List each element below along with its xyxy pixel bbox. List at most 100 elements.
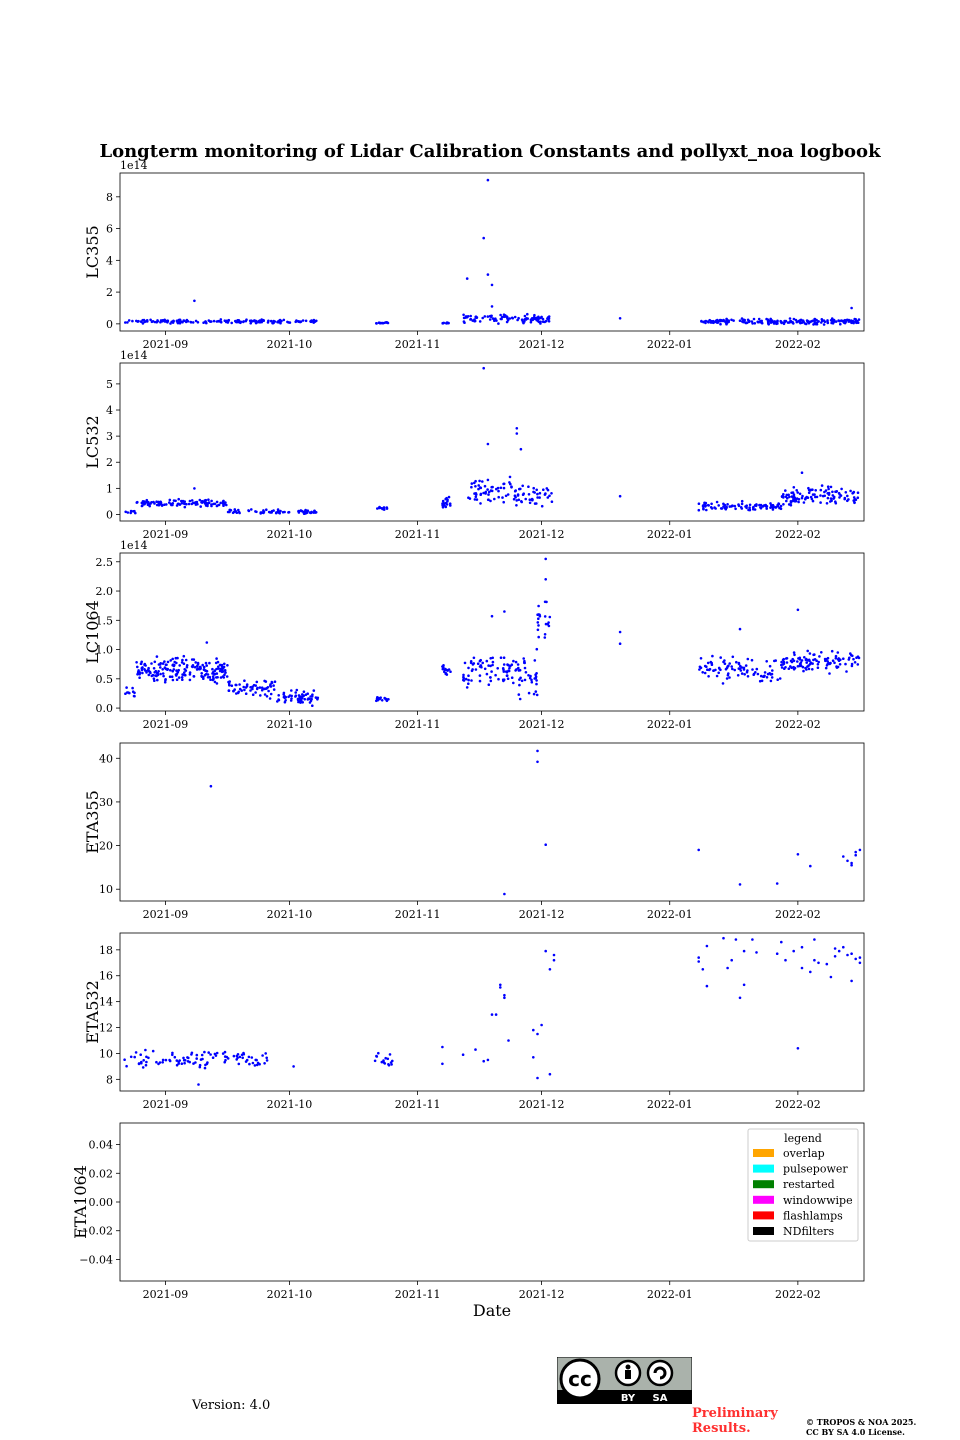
lc532-data-point	[745, 506, 748, 510]
lc355-data-point	[752, 317, 756, 321]
lc532-data-point	[157, 500, 160, 504]
lc355-data-point	[156, 320, 159, 323]
lc532-data-point	[514, 495, 517, 499]
lc355-data-point	[447, 321, 450, 325]
eta532-data-point	[726, 966, 729, 970]
eta532-data-point	[194, 1061, 197, 1064]
lc355-data-point	[804, 322, 808, 326]
lc1064-data-point	[543, 615, 547, 618]
lc532-data-point	[548, 494, 551, 498]
lc1064-data-point	[737, 661, 741, 665]
eta532-data-point	[387, 1064, 391, 1067]
lc1064-data-point	[290, 697, 293, 700]
lc355-data-point	[788, 317, 792, 320]
lc355-data-point	[543, 320, 547, 324]
lc1064-data-point	[467, 682, 470, 685]
eta532-data-point	[825, 962, 829, 966]
eta532-data-point	[292, 1065, 295, 1068]
lc355-data-point	[481, 316, 485, 320]
lc1064-data-point	[236, 691, 240, 695]
lc355-data-point	[497, 322, 500, 325]
lc532-data-point	[129, 511, 132, 515]
lc1064-data-point	[520, 679, 524, 683]
lc532-data-point	[535, 488, 538, 492]
lc532-data-point	[748, 506, 751, 509]
eta532-ylabel: ETA532	[83, 980, 102, 1044]
lc1064-data-point	[698, 668, 701, 671]
lc1064-data-point	[711, 654, 714, 658]
eta1064-xtick-label: 2021-12	[519, 1288, 565, 1301]
eta532-data-point	[800, 945, 804, 949]
lc1064-data-point	[260, 688, 264, 692]
lc1064-data-point	[506, 677, 510, 680]
eta532-data-point	[144, 1048, 147, 1052]
lc1064-data-point	[508, 667, 511, 670]
lc532-data-point	[518, 487, 521, 491]
lc1064-data-point	[202, 665, 206, 669]
eta532-data-point	[858, 956, 862, 959]
lc532-data-point	[482, 491, 485, 495]
eta1064-ytick-label: 0.04	[89, 1139, 114, 1152]
lc1064-data-point	[805, 661, 808, 664]
eta532-data-point	[738, 996, 742, 1000]
lc532-data-point	[141, 500, 145, 503]
eta355-data-point	[536, 749, 539, 753]
eta532-data-point	[499, 986, 502, 989]
eta355-xtick-label: 2022-02	[775, 908, 821, 921]
lc1064-data-point	[730, 665, 733, 668]
lc532-data-point	[194, 501, 198, 504]
lc532-data-point	[447, 495, 451, 499]
lc1064-data-point	[444, 672, 448, 675]
lc1064-data-point	[494, 673, 497, 677]
lc1064-data-point	[175, 678, 179, 681]
lc532-data-point	[772, 505, 775, 509]
lc355-data-point	[839, 322, 842, 326]
lc355-data-point	[137, 319, 140, 323]
eta355-data-point	[536, 760, 539, 764]
lc1064-data-point	[703, 671, 707, 675]
lc1064-data-point	[536, 613, 539, 616]
lc1064-data-point	[467, 678, 470, 682]
lc355-data-point	[713, 320, 717, 324]
lc532-data-point	[789, 503, 793, 507]
lc1064-data-point	[796, 660, 799, 663]
lc532-data-point	[445, 496, 448, 500]
legend-swatch-windowwipe	[753, 1195, 774, 1204]
lc1064-data-point	[790, 660, 794, 664]
lc1064-data-point	[218, 663, 222, 667]
lc532-data-point	[804, 496, 807, 500]
lc1064-data-point	[505, 674, 509, 677]
lc1064-xtick-label: 2022-01	[647, 718, 693, 731]
lc532-data-point	[473, 498, 477, 501]
lc355-data-point	[226, 321, 230, 324]
lc355-data-point	[766, 318, 770, 322]
lc532-data-point	[737, 504, 741, 508]
lc532-data-point	[297, 509, 300, 513]
lc532-data-point	[194, 503, 198, 506]
lc532-data-point	[226, 510, 230, 514]
lc355-data-point	[251, 320, 254, 323]
lc1064-data-point	[740, 672, 744, 675]
lc1064-data-point	[176, 670, 179, 673]
lc532-data-point	[502, 482, 505, 486]
lc355-data-point	[248, 319, 252, 323]
eta532-data-point	[171, 1051, 174, 1055]
lc355-data-point	[131, 319, 134, 323]
eta532-data-point	[164, 1058, 168, 1062]
eta532-data-point	[240, 1053, 244, 1057]
lc1064-data-point	[518, 697, 522, 701]
eta532-data-point	[388, 1053, 392, 1056]
lc1064-data-point	[705, 665, 708, 668]
lc1064-data-point	[528, 676, 532, 680]
lc1064-data-point	[181, 678, 184, 681]
lc532-data-point	[764, 503, 767, 507]
lc532-data-point	[542, 488, 545, 492]
legend-title: legend	[784, 1132, 822, 1145]
lc532-data-point	[734, 507, 737, 511]
lc1064-data-point	[796, 665, 800, 668]
lc355-data-point	[516, 318, 519, 322]
lc1064-data-point	[756, 672, 760, 676]
lc1064-data-point	[213, 680, 217, 684]
lc532-data-point	[187, 502, 191, 506]
lc1064-data-point	[778, 677, 782, 680]
